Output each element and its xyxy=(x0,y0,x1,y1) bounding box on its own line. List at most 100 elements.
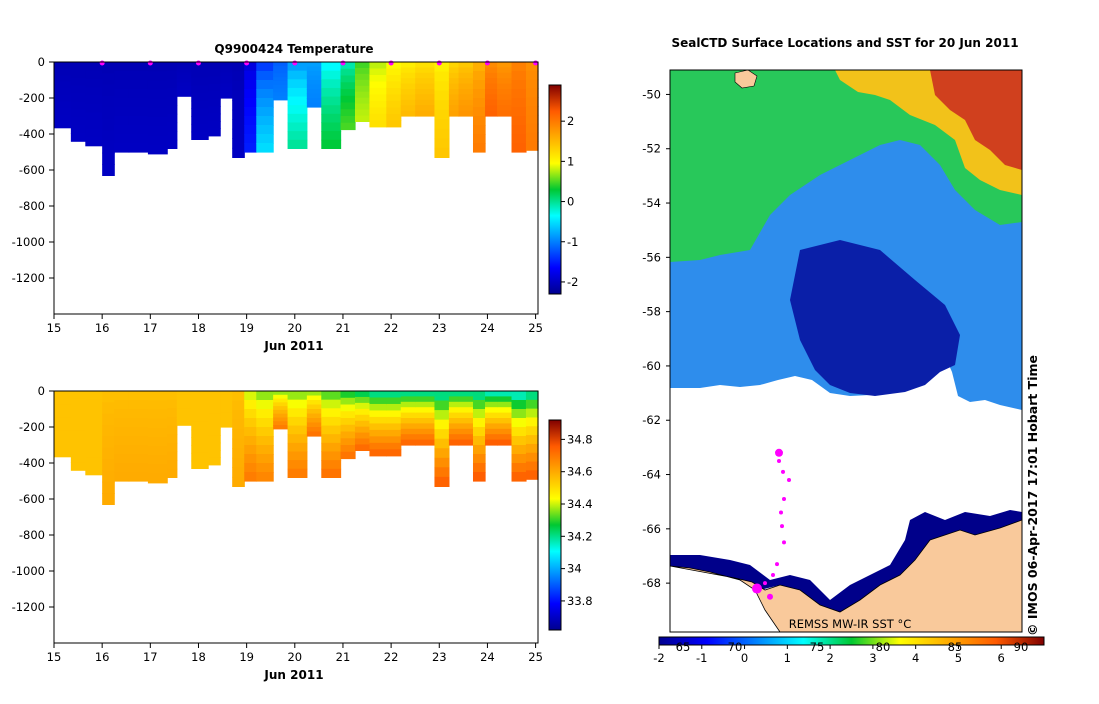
temperature-cell xyxy=(191,123,209,133)
temperature-cell xyxy=(340,109,356,117)
temperature-cell xyxy=(511,125,527,135)
temperature-section xyxy=(54,62,539,176)
salinity-cell xyxy=(244,409,257,419)
longitude-tick-label: 70 xyxy=(728,640,743,654)
temperature-cell xyxy=(458,105,474,112)
salinity-cell xyxy=(525,435,539,445)
temperature-cell xyxy=(287,87,308,98)
x-tick-label: 23 xyxy=(432,321,447,335)
temperature-cell xyxy=(147,126,168,137)
temperature-cell xyxy=(369,62,387,70)
salinity-cell xyxy=(114,409,130,419)
lat-tick-label: -58 xyxy=(642,305,661,319)
temperature-cell xyxy=(511,143,527,153)
salinity-cell xyxy=(208,442,221,451)
temperature-cell xyxy=(54,81,72,89)
salinity-cell xyxy=(232,429,245,440)
salinity-cell xyxy=(256,472,274,482)
imos-credit: © IMOS 06-Apr-2017 17:01 Hobart Time xyxy=(1025,355,1040,636)
salinity-cell xyxy=(208,435,221,444)
y-tick-label: -200 xyxy=(19,420,45,434)
temperature-cell xyxy=(208,91,221,100)
temperature-cell xyxy=(128,125,149,135)
salinity-cell xyxy=(306,391,322,397)
temperature-cell xyxy=(273,92,289,97)
seal-position xyxy=(767,593,773,600)
temperature-cell xyxy=(85,87,103,97)
seal-position xyxy=(771,572,775,577)
salinity-cell xyxy=(511,454,527,464)
salinity-cell xyxy=(102,447,115,460)
salinity-cell xyxy=(369,449,387,457)
salinity-cell xyxy=(497,407,513,414)
profile-marker xyxy=(533,60,539,66)
temperature-cell xyxy=(485,83,498,90)
temperature-cell xyxy=(147,98,168,109)
temperature-cell xyxy=(147,117,168,127)
temperature-cell xyxy=(415,72,436,79)
salinity-cell xyxy=(114,445,130,455)
salinity-cell xyxy=(369,442,387,450)
temperature-cell xyxy=(244,89,257,99)
temperature-cell xyxy=(434,100,450,111)
temperature-cell xyxy=(70,125,86,134)
temperature-cell xyxy=(525,132,539,142)
salinity-axes: 15 16 17 18 19 20 21 22 23 24 25 0 -200 -400 -600 -800 -… xyxy=(12,384,543,664)
temperature-cell xyxy=(102,152,115,165)
salinity-cell xyxy=(176,421,192,426)
temperature-cell xyxy=(321,105,342,115)
salinity-cell xyxy=(220,391,233,396)
salinity-cell xyxy=(497,401,513,408)
salinity-cell xyxy=(485,439,498,446)
salinity-cell xyxy=(369,429,387,437)
temperature-cell xyxy=(54,68,72,76)
salinity-cell xyxy=(306,395,322,401)
salinity-cell xyxy=(400,428,416,435)
salinity-cell xyxy=(472,427,486,437)
y-tick-label: -400 xyxy=(19,456,45,470)
salinity-cell xyxy=(147,418,168,429)
salinity-cell xyxy=(415,412,436,419)
salinity-cell xyxy=(340,411,356,419)
salinity-cell xyxy=(354,391,371,398)
temperature-cell xyxy=(287,79,308,89)
temperature-cell xyxy=(386,81,402,89)
salinity-cell xyxy=(448,401,460,408)
salinity-cell xyxy=(85,391,103,400)
salinity-cell xyxy=(70,391,86,400)
temperature-cell xyxy=(244,134,257,144)
salinity-cell xyxy=(114,463,130,473)
temperature-cell xyxy=(497,110,513,117)
temperature-cell xyxy=(70,93,86,103)
temperature-cell xyxy=(340,89,356,97)
y-tick-label: -1200 xyxy=(12,600,45,614)
salinity-cell xyxy=(472,472,486,482)
temperature-cell xyxy=(85,112,103,122)
sst-colorbar-tick-label: 6 xyxy=(998,651,1005,665)
salinity-cell xyxy=(114,391,130,401)
salinity-cell xyxy=(70,462,86,471)
salinity-cell xyxy=(485,412,498,419)
temperature-cell xyxy=(525,88,539,98)
salinity-cell xyxy=(415,407,436,414)
y-tick-label: -200 xyxy=(19,91,45,105)
salinity-cell xyxy=(485,428,498,435)
y-tick-label: -800 xyxy=(19,528,45,542)
seal-position xyxy=(763,581,767,586)
temperature-cell xyxy=(340,122,356,131)
temperature-cell xyxy=(232,147,245,158)
temperature-cell xyxy=(354,103,371,111)
salinity-cell xyxy=(386,416,402,424)
temperature-cell xyxy=(458,67,474,74)
temperature-cell xyxy=(244,107,257,117)
salinity-cell xyxy=(448,412,460,419)
temperature-cell xyxy=(208,69,221,78)
salinity-cell xyxy=(244,445,257,455)
temperature-cell xyxy=(102,118,115,131)
temperature-cell xyxy=(256,134,274,144)
salinity-cell xyxy=(287,468,308,478)
salinity-cell xyxy=(511,427,527,437)
temperature-cell xyxy=(70,101,86,111)
temperature-cell xyxy=(321,139,342,149)
temperature-cell xyxy=(273,69,289,74)
